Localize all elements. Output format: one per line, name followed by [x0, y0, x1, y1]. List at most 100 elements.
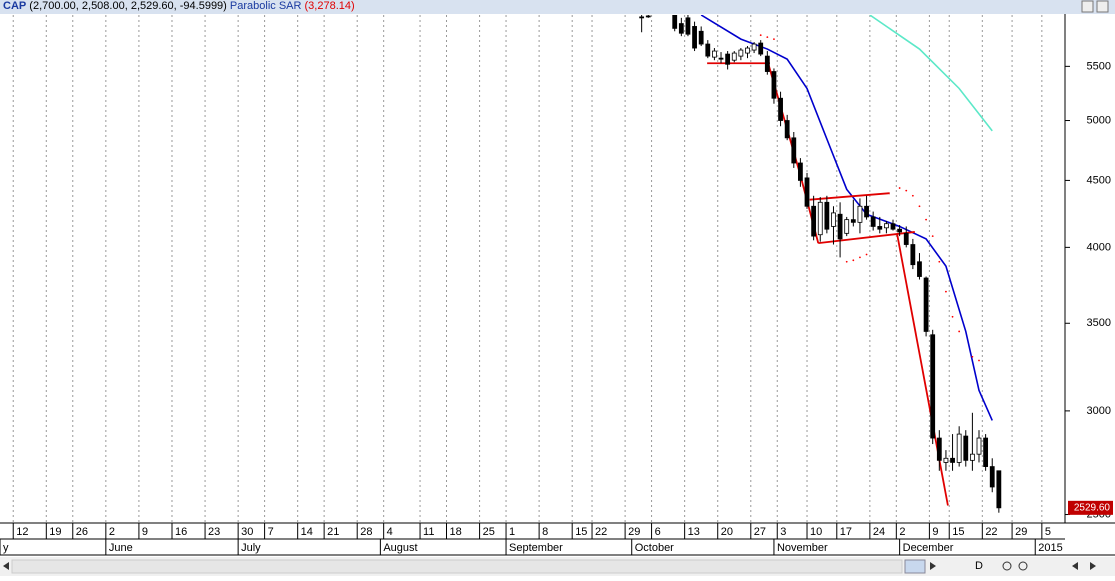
month-label: October — [635, 542, 674, 554]
candle-body — [672, 15, 678, 29]
x-tick-label: 9 — [142, 526, 148, 538]
x-tick-label: 14 — [301, 526, 313, 538]
candle-body — [996, 470, 1002, 509]
plot — [12, 15, 1043, 523]
sar-dot — [859, 256, 861, 259]
x-tick-label: 5 — [1045, 526, 1051, 538]
x-tick-label: 25 — [483, 526, 495, 538]
zoom-out[interactable] — [1002, 561, 1012, 571]
sar-dot — [978, 359, 980, 362]
candle-body — [976, 437, 982, 455]
close-button[interactable] — [1096, 0, 1109, 13]
scroll-thumb[interactable] — [904, 559, 926, 574]
candle-body — [718, 57, 724, 60]
candle-body — [731, 52, 737, 61]
month-label: 2015 — [1038, 542, 1062, 554]
title-bar — [0, 0, 1115, 14]
candle-body — [983, 437, 989, 467]
candle-body — [698, 30, 704, 45]
restore-button[interactable] — [1081, 0, 1094, 13]
x-tick-label: 16 — [175, 526, 187, 538]
candle-body — [943, 457, 949, 463]
scroll-arrows[interactable] — [1072, 562, 1096, 570]
sar-dot — [931, 235, 934, 238]
candle-body — [870, 216, 876, 227]
scroll-track[interactable] — [11, 559, 903, 574]
candle-body — [844, 219, 850, 234]
x-tick-label: 20 — [721, 526, 733, 538]
candle-body — [824, 201, 830, 230]
y-tick-label: 5000 — [1087, 114, 1111, 126]
sar-dot — [951, 315, 954, 318]
x-tick-label: 13 — [688, 526, 700, 538]
toolbar-label[interactable]: D — [975, 560, 983, 572]
y-tick-label: 3000 — [1087, 405, 1111, 417]
sar-dot — [938, 260, 941, 263]
candle-body — [784, 120, 790, 139]
sar-dot — [766, 36, 769, 39]
x-tick-label: 12 — [16, 526, 28, 538]
candle-body — [883, 223, 889, 229]
candle-body — [745, 47, 750, 54]
price-label: 2529.60 — [1074, 502, 1111, 513]
x-tick-label: 7 — [268, 526, 274, 538]
x-tick-label: 29 — [628, 526, 640, 538]
candle-body — [811, 205, 817, 237]
candle-body — [864, 205, 869, 218]
scroll-left[interactable] — [3, 562, 9, 570]
scroll-right[interactable] — [930, 562, 936, 570]
sar-dot — [945, 290, 947, 293]
sar-dot — [852, 259, 855, 262]
candle-body — [950, 457, 955, 463]
month-label: June — [109, 542, 133, 554]
candle-body — [804, 177, 810, 207]
x-tick-label: 11 — [423, 526, 434, 538]
trendline — [809, 192, 890, 201]
sar-dot — [759, 34, 762, 37]
candle-body — [692, 26, 697, 49]
candle-body — [738, 49, 744, 57]
x-tick-label: 24 — [873, 526, 885, 538]
sar-dot — [905, 189, 908, 192]
x-tick-label: 29 — [1015, 526, 1027, 538]
candle-body — [685, 17, 691, 35]
trendline — [818, 231, 915, 245]
moving-average — [700, 15, 993, 421]
x-tick-label: 28 — [360, 526, 372, 538]
x-tick-label: 1 — [509, 526, 515, 538]
trendline — [896, 233, 949, 506]
candle-body — [857, 205, 863, 223]
x-tick-label: 9 — [932, 526, 938, 538]
candle-body — [751, 43, 757, 51]
candle-body — [725, 53, 731, 65]
y-tick-label: 4000 — [1087, 241, 1111, 253]
x-tick-label: 10 — [810, 526, 822, 538]
candle-body — [645, 15, 651, 18]
zoom-in[interactable] — [1018, 561, 1028, 571]
x-tick-label: 2 — [899, 526, 905, 538]
candle-body — [930, 334, 936, 439]
candle-body — [771, 71, 777, 99]
x-tick-label: 6 — [655, 526, 661, 538]
x-tick-label: 4 — [387, 526, 393, 538]
candle-body — [903, 232, 909, 245]
candle-body — [956, 433, 962, 463]
candle-body — [705, 43, 711, 57]
candle-body — [917, 261, 922, 277]
sar-dot — [898, 187, 901, 189]
month-label: July — [241, 542, 261, 554]
candle-body — [989, 466, 995, 488]
y-tick-label: 4500 — [1087, 174, 1111, 186]
x-tick-label: 19 — [49, 526, 61, 538]
x-tick-label: 8 — [542, 526, 548, 538]
month-label: August — [383, 542, 417, 554]
x-tick-label: 17 — [840, 526, 852, 538]
y-tick-label: 5500 — [1087, 60, 1111, 72]
sar-dot — [971, 355, 974, 358]
symbol: CAP (2,700.00, 2,508.00, 2,529.60, -94.5… — [3, 0, 355, 12]
candle-body — [831, 212, 836, 227]
candle-body — [758, 42, 764, 55]
x-tick-label: 30 — [241, 526, 253, 538]
